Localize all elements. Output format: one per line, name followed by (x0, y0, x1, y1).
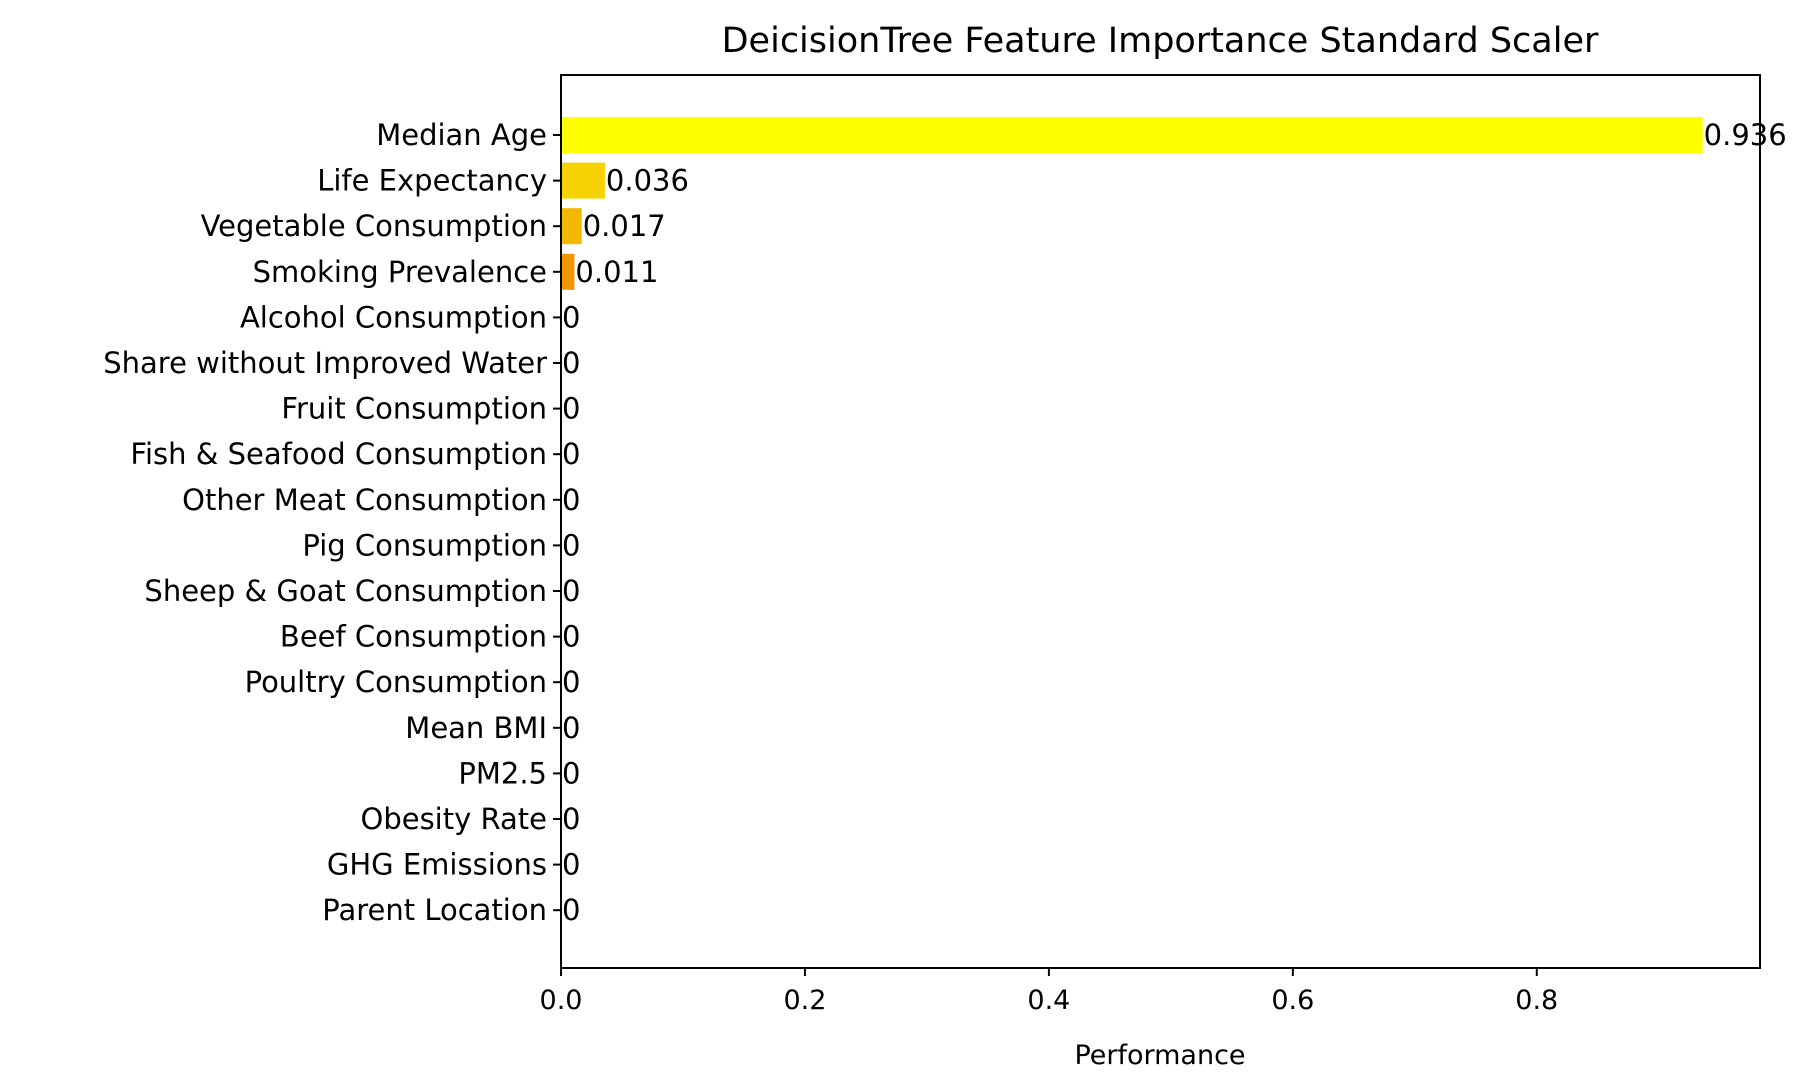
y-tick-label-life-expectancy: Life Expectancy (317, 164, 547, 198)
bar-life-expectancy (561, 162, 605, 199)
value-label-vegetable-consumption: 0.017 (583, 209, 666, 243)
y-tick-label-pm2-5: PM2.5 (458, 756, 547, 790)
y-tick-label-beef-consumption: Beef Consumption (280, 620, 547, 654)
y-tick-label-sheep-goat-consumption: Sheep & Goat Consumption (144, 574, 547, 608)
value-label-fruit-consumption: 0 (562, 392, 580, 426)
value-label-pig-consumption: 0 (562, 528, 580, 562)
bars-layer (561, 117, 1703, 290)
y-tick-label-smoking-prevalence: Smoking Prevalence (253, 255, 547, 289)
value-label-smoking-prevalence: 0.011 (575, 255, 658, 289)
value-label-sheep-goat-consumption: 0 (562, 574, 580, 608)
value-label-life-expectancy: 0.036 (606, 164, 689, 198)
value-label-fish-seafood-consumption: 0 (562, 437, 580, 471)
y-tick-label-ghg-emissions: GHG Emissions (327, 848, 547, 882)
x-tick-label-0: 0.0 (540, 985, 583, 1016)
y-tick-label-other-meat-consumption: Other Meat Consumption (182, 483, 547, 517)
plot-frame (560, 74, 1761, 969)
value-label-share-without-improved-water: 0 (562, 346, 580, 380)
y-axis-ticks: Median Age Life Expectancy Vegetable Consu… (103, 118, 561, 927)
value-label-beef-consumption: 0 (562, 620, 580, 654)
y-tick-label-alcohol-consumption: Alcohol Consumption (240, 300, 547, 334)
x-tick-label-3: 0.6 (1271, 985, 1314, 1016)
value-label-ghg-emissions: 0 (562, 848, 580, 882)
y-tick-label-fruit-consumption: Fruit Consumption (281, 392, 547, 426)
chart-title: DeicisionTree Feature Importance Standar… (722, 21, 1599, 61)
value-label-pm2-5: 0 (562, 756, 580, 790)
bar-smoking-prevalence (561, 253, 575, 290)
x-tick-label-2: 0.4 (1027, 985, 1070, 1016)
y-tick-label-obesity-rate: Obesity Rate (361, 802, 548, 836)
value-labels-layer: 0.936 0.036 0.017 0.011 0 0 0 0 0 0 0 0 0 0 0 0 0 0 (562, 118, 1787, 927)
y-tick-label-vegetable-consumption: Vegetable Consumption (201, 209, 547, 243)
value-label-parent-location: 0 (562, 893, 580, 927)
y-tick-label-share-without-improved-water: Share without Improved Water (103, 346, 547, 380)
value-label-median-age: 0.936 (1704, 118, 1787, 152)
value-label-poultry-consumption: 0 (562, 665, 580, 699)
value-label-mean-bmi: 0 (562, 711, 580, 745)
x-tick-label-4: 0.8 (1515, 985, 1558, 1016)
y-tick-label-pig-consumption: Pig Consumption (302, 528, 547, 562)
value-label-other-meat-consumption: 0 (562, 483, 580, 517)
y-tick-label-mean-bmi: Mean BMI (405, 711, 547, 745)
value-label-alcohol-consumption: 0 (562, 300, 580, 334)
bar-vegetable-consumption (561, 208, 582, 245)
x-axis-label: Performance (1074, 1040, 1245, 1071)
bar-median-age (561, 117, 1703, 153)
value-label-obesity-rate: 0 (562, 802, 580, 836)
y-tick-label-fish-seafood-consumption: Fish & Seafood Consumption (130, 437, 547, 471)
x-axis-ticks: 0.0 0.2 0.4 0.6 0.8 (540, 968, 1558, 1016)
y-tick-label-poultry-consumption: Poultry Consumption (245, 665, 547, 699)
x-tick-label-1: 0.2 (783, 985, 826, 1016)
y-tick-label-median-age: Median Age (376, 118, 547, 152)
y-tick-label-parent-location: Parent Location (322, 893, 547, 927)
